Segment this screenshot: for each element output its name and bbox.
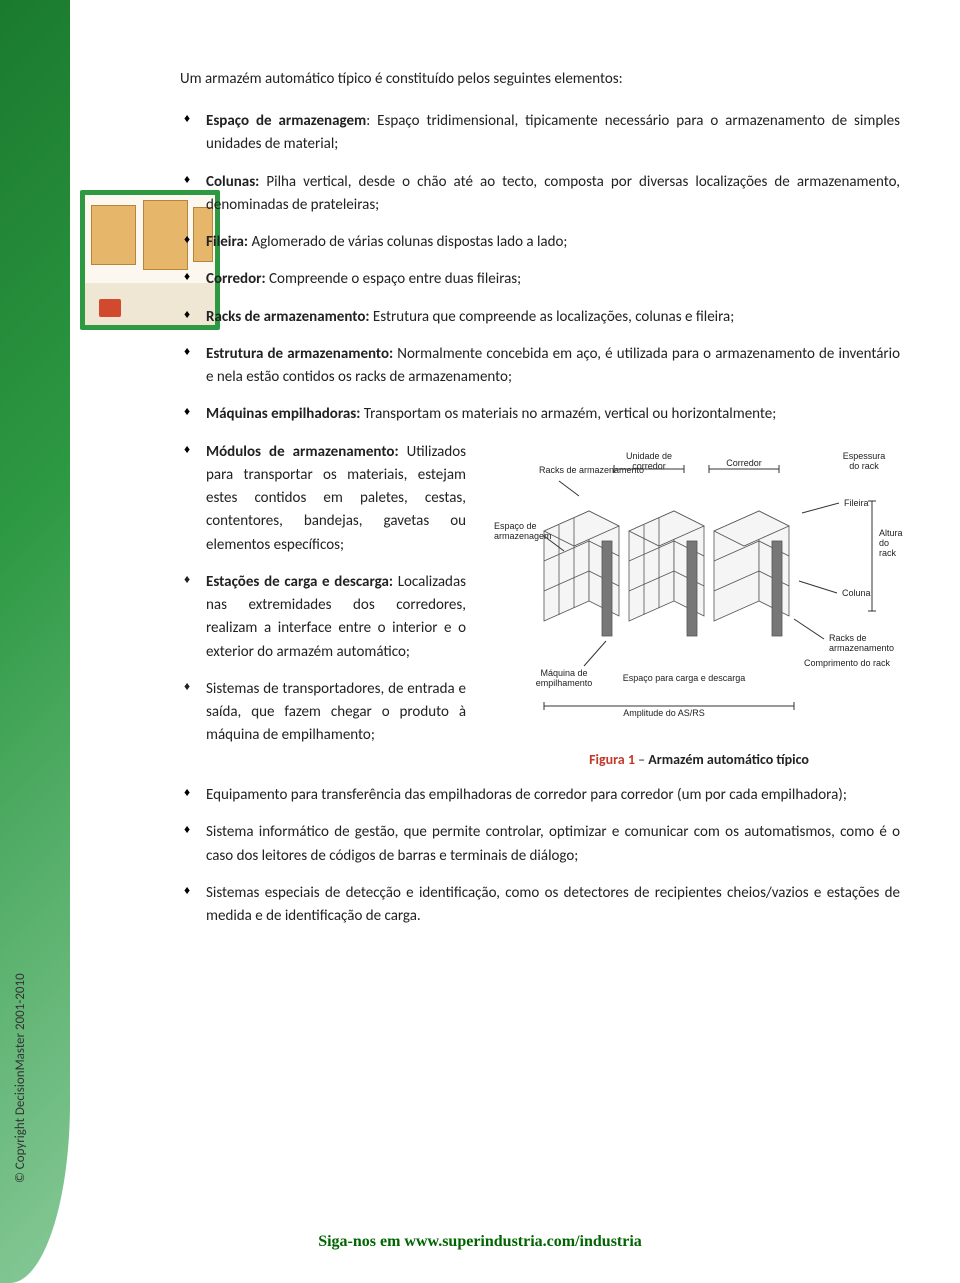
bullet-text: Compreende o espaço entre duas fileiras;: [266, 270, 522, 288]
bullet-item: Módulos de armazenamento: Utilizados par…: [180, 441, 900, 771]
figure-title: Armazém automático típico: [648, 751, 809, 768]
svg-text:Comprimento do rack: Comprimento do rack: [804, 658, 891, 668]
bullet-text: Aglomerado de várias colunas dispostas l…: [248, 233, 567, 251]
svg-text:Alturadorack: Alturadorack: [879, 528, 903, 558]
footer-url[interactable]: www.superindustria.com/industria: [404, 1233, 641, 1250]
intro-paragraph: Um armazém automático típico é constituí…: [180, 70, 900, 88]
bullet-term: Corredor:: [206, 270, 266, 288]
svg-text:Unidade decorredor: Unidade decorredor: [626, 451, 672, 471]
figure-number: Figura 1: [589, 751, 635, 768]
bullet-term: Estrutura de armazenamento:: [206, 345, 393, 363]
bullet-term: Módulos de armazenamento:: [206, 443, 399, 461]
bullet-item: Sistemas especiais de detecção e identif…: [180, 882, 900, 929]
bullet-term: Máquinas empilhadoras:: [206, 405, 360, 423]
footer-link: Siga-nos em www.superindustria.com/indus…: [0, 1233, 960, 1251]
bullet-item: Fileira: Aglomerado de várias colunas di…: [180, 231, 900, 254]
svg-text:Máquina deempilhamento: Máquina deempilhamento: [536, 668, 593, 688]
figure-sep: –: [635, 751, 648, 768]
content-area: Um armazém automático típico é constituí…: [180, 70, 900, 942]
bullet-item: Sistema informático de gestão, que permi…: [180, 821, 900, 868]
svg-text:Racks dearmazenamento: Racks dearmazenamento: [829, 633, 894, 653]
bullet-item: Colunas: Pilha vertical, desde o chão at…: [180, 171, 900, 218]
bullet-text: Pilha vertical, desde o chão até ao tect…: [206, 173, 900, 214]
bullet-text: Sistemas especiais de detecção e identif…: [206, 884, 900, 925]
bullet-term: Espaço de armazenagem: [206, 112, 366, 130]
figure-caption: Figura 1 – Armazém automático típico: [484, 749, 914, 771]
bullet-text: Sistemas de transportadores, de entrada …: [206, 680, 466, 745]
bullet-term: Colunas:: [206, 173, 259, 191]
bullet-term: Estações de carga e descarga:: [206, 573, 393, 591]
bullet-text: Sistema informático de gestão, que permi…: [206, 823, 900, 864]
svg-text:Coluna: Coluna: [842, 588, 871, 598]
bullet-item: Corredor: Compreende o espaço entre duas…: [180, 268, 900, 291]
label-racks: Racks de armazenamento: [539, 465, 644, 475]
bullet-text: Equipamento para transferência das empil…: [206, 786, 847, 804]
svg-text:Amplitude do AS/RS: Amplitude do AS/RS: [623, 708, 705, 718]
bullet-text: Estrutura que compreende as localizações…: [370, 308, 735, 326]
svg-text:Espaço para carga e descarga: Espaço para carga e descarga: [623, 673, 746, 683]
bullet-item: Equipamento para transferência das empil…: [180, 784, 900, 807]
bullet-list: Espaço de armazenagem: Espaço tridimensi…: [180, 110, 900, 928]
warehouse-diagram: Racks de armazenamento Unidade decorredo…: [484, 441, 914, 741]
bullet-term: Racks de armazenamento:: [206, 308, 370, 326]
bullet-term: Fileira:: [206, 233, 248, 251]
page-stripe: [0, 0, 70, 1283]
svg-text:Fileira: Fileira: [844, 498, 869, 508]
svg-text:Corredor: Corredor: [726, 458, 762, 468]
figure-container: Racks de armazenamento Unidade decorredo…: [484, 441, 914, 771]
svg-text:Espessurado rack: Espessurado rack: [843, 451, 886, 471]
bullet-item: Racks de armazenamento: Estrutura que co…: [180, 306, 900, 329]
bullet-item: Espaço de armazenagem: Espaço tridimensi…: [180, 110, 900, 157]
copyright-text: © Copyright DecisionMaster 2001-2010: [13, 973, 28, 1183]
svg-text:Espaço dearmazenagem: Espaço dearmazenagem: [494, 521, 552, 541]
bullet-text: Transportam os materiais no armazém, ver…: [360, 405, 776, 423]
bullet-item: Máquinas empilhadoras: Transportam os ma…: [180, 403, 900, 426]
bullet-item: Estrutura de armazenamento: Normalmente …: [180, 343, 900, 390]
footer-pre: Siga-nos em: [318, 1233, 404, 1250]
